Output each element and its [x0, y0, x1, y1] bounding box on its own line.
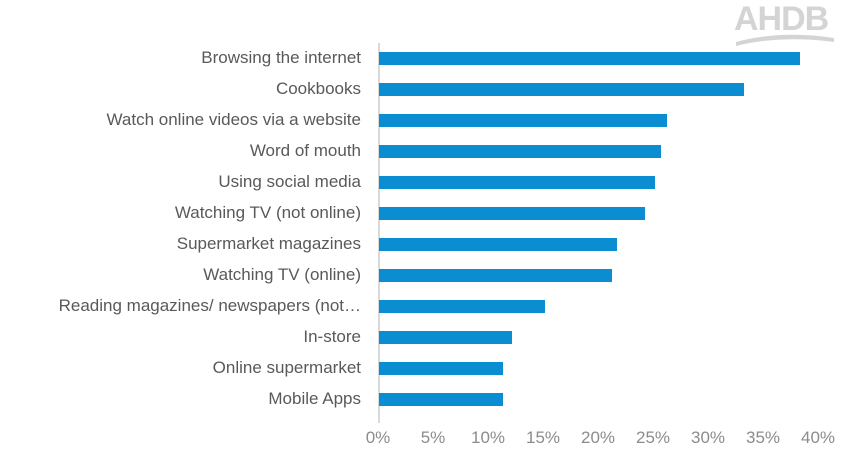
category-label: Mobile Apps — [268, 389, 361, 408]
bar — [379, 82, 745, 96]
bar — [379, 144, 661, 158]
category-label: Online supermarket — [212, 358, 361, 377]
category-label: In-store — [303, 327, 361, 346]
x-tick-label: 40% — [800, 428, 836, 447]
category-label: Supermarket magazines — [176, 234, 361, 253]
x-tick-label: 10% — [470, 428, 506, 447]
bar — [379, 206, 646, 220]
bar — [379, 392, 504, 406]
x-tick-label: 0% — [365, 428, 391, 447]
bar — [379, 361, 504, 375]
logo-swoosh-icon — [736, 34, 834, 46]
bar — [379, 330, 513, 344]
x-tick-label: 30% — [690, 428, 726, 447]
ahdb-logo: AHDB — [730, 0, 840, 48]
category-label: Using social media — [218, 172, 361, 191]
x-tick-label: 20% — [580, 428, 616, 447]
x-tick-label: 25% — [635, 428, 671, 447]
bar — [379, 299, 546, 313]
y-axis-line — [378, 43, 380, 423]
bar — [379, 51, 801, 65]
category-label: Browsing the internet — [201, 48, 361, 67]
bar — [379, 237, 617, 251]
category-label: Watch online videos via a website — [106, 110, 361, 129]
bar — [379, 268, 613, 282]
x-tick-label: 35% — [745, 428, 781, 447]
x-tick-label: 5% — [420, 428, 446, 447]
bar — [379, 113, 668, 127]
logo-text: AHDB — [734, 0, 829, 38]
category-label: Watching TV (online) — [203, 265, 361, 284]
category-label: Reading magazines/ newspapers (not… — [58, 296, 361, 315]
category-label: Word of mouth — [249, 141, 361, 160]
category-label: Watching TV (not online) — [174, 203, 361, 222]
x-tick-label: 15% — [525, 428, 561, 447]
category-label: Cookbooks — [275, 79, 361, 98]
bar — [379, 175, 656, 189]
